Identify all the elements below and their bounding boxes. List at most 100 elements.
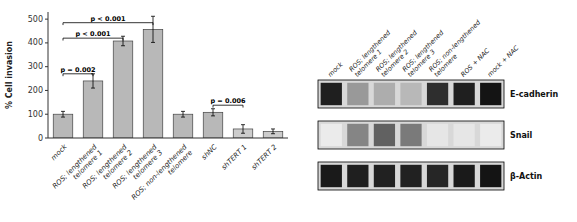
blot-band [454,83,475,105]
x-tick-label-group: shNC [200,143,219,162]
y-tick-label: 100 [28,110,43,119]
error-bar-cap [91,88,95,89]
error-bar-stem [123,36,124,46]
bars [53,16,283,138]
blot-band [321,165,342,187]
blot-band [347,124,368,146]
blot-col-label: mock + NAC [486,44,521,79]
x-tick-label-group: shTERT 1 [220,143,249,172]
error-bar-cap [151,42,155,43]
error-bar-cap [211,108,215,109]
error-bar-cap [241,133,245,134]
blot-band [374,165,395,187]
x-tick-label-line: shTERT 2 [250,143,279,172]
blot-row-label: E-cadherin [510,90,558,99]
blot-row-box [318,80,504,108]
blot-col-label: ROS; non-lengthenedtelomere [427,18,488,79]
x-tick-label: shTERT 2 [250,143,279,172]
significance-label: p = 0.002 [60,66,95,74]
error-bar-cap [121,45,125,46]
significance-bracket [63,23,153,25]
error-bar-cap [271,128,275,129]
y-axis-label: % Cell invasion [5,41,14,109]
blot-band [374,124,395,146]
blot-band [454,124,475,146]
error-bar-stem [183,111,184,117]
x-axis-line [48,138,288,139]
bar [113,41,133,138]
blot-col-label-line: telomere [433,52,459,78]
x-tick-label-line: telomere [166,149,194,177]
x-tick-label-group: mock [50,142,70,162]
blot-band [427,124,448,146]
x-tick-label-line: shTERT 1 [220,143,249,172]
error-bar-cap [181,111,185,112]
error-bar-cap [211,115,215,116]
blot-row-box [318,162,504,190]
blot-band [400,83,421,105]
error-bar-cap [61,111,65,112]
x-tick-label: shNC [200,143,219,162]
blot-row-label: β-Actin [510,172,543,181]
blot-col-label-group: mock [326,60,344,78]
bar [143,29,163,138]
blot-band [480,165,501,187]
y-tick-label: 300 [28,62,43,71]
x-tick-label: ROS; non-lengthenedtelomere [130,143,195,208]
x-tick-label-line: ROS; non-lengthened [130,143,189,202]
x-tick-label-group: shTERT 2 [250,143,279,172]
blot-band [321,83,342,105]
blot-band [480,83,501,105]
significance-bracket [63,74,93,76]
error-bar [271,129,275,134]
blot-band [400,124,421,146]
y-tick-label: 400 [28,38,43,47]
significance-bracket [63,38,123,40]
significance-bracket [213,105,243,107]
error-bar-stem [273,129,274,134]
error-bar-stem [213,109,214,116]
blot-col-label: mock [326,60,344,78]
error-bar [61,111,65,117]
x-tick-label-line: shNC [200,143,219,162]
blot-col-label-group: mock + NAC [486,44,521,79]
error-bar-cap [241,124,245,125]
significance-label: p < 0.001 [90,15,126,23]
significance-label: p < 0.001 [75,30,111,38]
error-bar-cap [181,117,185,118]
error-bar [181,111,185,117]
significance-label: p = 0.006 [210,97,246,105]
blot-band [480,124,501,146]
error-bar [151,16,155,42]
error-bar-cap [271,133,275,134]
error-bar [211,109,215,116]
error-bar-cap [121,36,125,37]
x-tick-label: shTERT 1 [220,143,249,172]
error-bar-cap [151,16,155,17]
y-tick-label: 200 [28,86,43,95]
figure: 0 100 200 300 400 500 % Cell invasion mock ROS; … [0,0,577,222]
blot-row-label: Snail [510,131,533,140]
error-bar [241,125,245,134]
y-tick-label: 0 [38,134,43,143]
blot-col-label-line: mock + NAC [486,44,521,79]
blot-col-label-group: ROS; non-lengthenedtelomere [427,18,488,79]
blot-band [347,165,368,187]
bar [203,112,223,138]
bar [83,81,103,138]
blot-band [374,83,395,105]
x-tick-label-line: mock [50,142,70,162]
y-tick-label: 500 [28,15,43,24]
blot-col-label-line: mock [326,60,344,78]
blot-row-box [318,121,504,149]
error-bar-stem [153,16,154,42]
y-axis-line [48,12,49,138]
error-bar [121,36,125,46]
x-tick-label: mock [50,142,70,162]
error-bar-stem [243,125,244,134]
error-bar-cap [61,117,65,118]
blot-band [427,83,448,105]
blot-band [427,165,448,187]
error-bar-stem [63,111,64,117]
blot-band [321,124,342,146]
